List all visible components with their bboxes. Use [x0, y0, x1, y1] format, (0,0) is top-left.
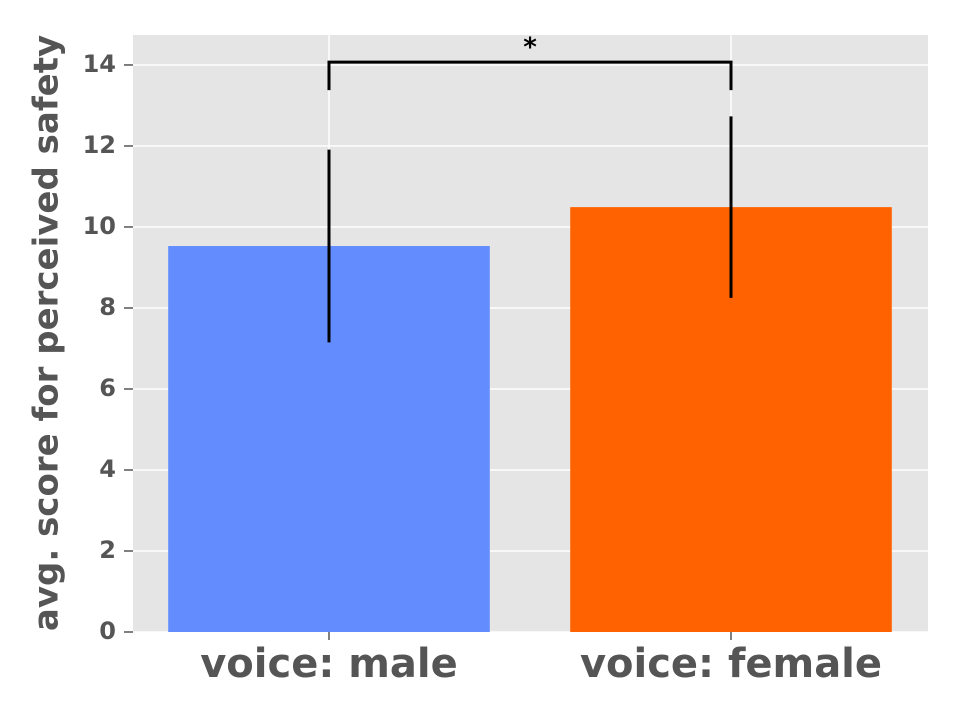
y-tick-label: 6 — [99, 374, 116, 402]
significance-label: * — [523, 33, 537, 63]
y-tick-label: 14 — [83, 50, 116, 78]
y-tick-label: 0 — [99, 617, 116, 645]
y-tick-label: 12 — [83, 131, 116, 159]
y-tick-label: 4 — [99, 455, 116, 483]
significance-bracket — [327, 60, 733, 91]
y-tick-label: 2 — [99, 536, 116, 564]
y-axis-label: avg. score for perceived safety — [27, 35, 67, 631]
x-tick-label: voice: male — [200, 641, 458, 687]
y-tick-label: 8 — [99, 293, 116, 321]
x-tick-label: voice: female — [580, 641, 882, 687]
y-tick-label: 10 — [83, 212, 116, 240]
